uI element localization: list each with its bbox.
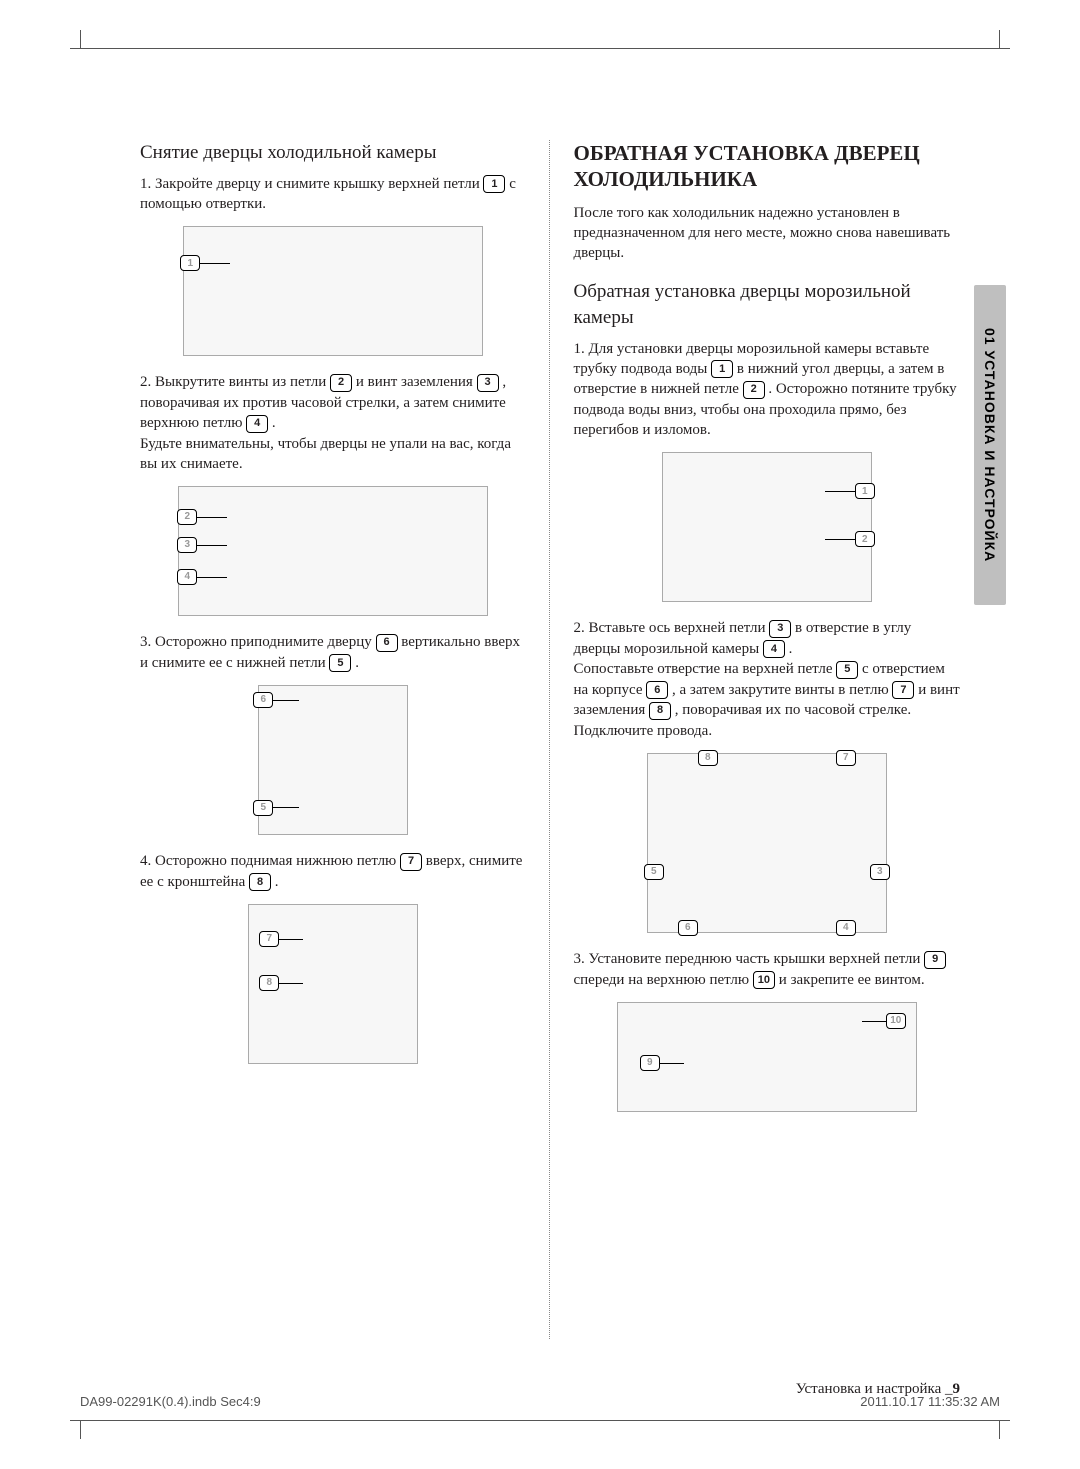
callout-5: 5	[836, 661, 858, 679]
step-text: .	[789, 641, 793, 657]
right-main-heading: ОБРАТНАЯ УСТАНОВКА ДВЕРЕЦ ХОЛОДИЛЬНИКА	[574, 140, 961, 193]
callout-10: 10	[753, 971, 775, 989]
fig-callout: 3	[870, 864, 890, 880]
step-text: и винт заземления	[356, 374, 477, 390]
right-figure-1: 1 2	[574, 452, 961, 602]
step-number: 3.	[140, 634, 151, 650]
step-text: Установите переднюю часть крышки верхней…	[589, 951, 925, 967]
right-step-1: 1. Для установки дверцы морозильной каме…	[574, 339, 961, 441]
callout-2: 2	[330, 374, 352, 392]
left-heading: Снятие дверцы холодильной камеры	[140, 140, 527, 166]
left-step-1: 1. Закройте дверцу и снимите крышку верх…	[140, 174, 527, 215]
step-text: Закройте дверцу и снимите крышку верхней…	[155, 176, 483, 192]
step-number: 1.	[140, 176, 151, 192]
fig-callout: 7	[259, 931, 279, 947]
callout-4: 4	[246, 415, 268, 433]
fig-callout: 7	[836, 750, 856, 766]
callout-2: 2	[743, 381, 765, 399]
fig-callout: 1	[855, 483, 875, 499]
fig-callout: 4	[836, 920, 856, 936]
step-text: Вставьте ось верхней петли	[589, 620, 770, 636]
step-text: Осторожно поднимая нижнюю петлю	[155, 853, 400, 869]
step-number: 2.	[140, 374, 151, 390]
step-text: Осторожно приподнимите дверцу	[155, 634, 376, 650]
callout-6: 6	[646, 681, 668, 699]
fig-callout: 9	[640, 1055, 660, 1071]
callout-6: 6	[376, 634, 398, 652]
fig-callout: 8	[259, 975, 279, 991]
callout-8: 8	[649, 702, 671, 720]
step-text: Подключите провода.	[574, 721, 961, 741]
fig-callout: 5	[253, 800, 273, 816]
callout-5: 5	[329, 654, 351, 672]
left-step-2: 2. Выкрутите винты из петли 2 и винт заз…	[140, 372, 527, 474]
callout-8: 8	[249, 873, 271, 891]
left-column: Снятие дверцы холодильной камеры 1. Закр…	[140, 140, 550, 1339]
fig-callout: 4	[177, 569, 197, 585]
step-text: , а затем закрутите винты в петлю	[672, 682, 892, 698]
fig-callout: 5	[644, 864, 664, 880]
right-step-2: 2. Вставьте ось верхней петли 3 в отверс…	[574, 618, 961, 741]
left-step-4: 4. Осторожно поднимая нижнюю петлю 7 вве…	[140, 851, 527, 892]
right-figure-2: 8 7 5 3 6 4	[574, 753, 961, 933]
right-step-3: 3. Установите переднюю часть крышки верх…	[574, 949, 961, 990]
fig-callout: 1	[180, 255, 200, 271]
left-figure-4: 7 8	[140, 904, 527, 1064]
callout-1: 1	[711, 360, 733, 378]
step-text: .	[272, 415, 276, 431]
step-number: 3.	[574, 951, 585, 967]
fig-callout: 2	[855, 531, 875, 547]
print-footer: DA99-02291K(0.4).indb Sec4:9 2011.10.17 …	[80, 1394, 1000, 1409]
callout-7: 7	[400, 853, 422, 871]
step-text: и закрепите ее винтом.	[779, 972, 925, 988]
right-column: ОБРАТНАЯ УСТАНОВКА ДВЕРЕЦ ХОЛОДИЛЬНИКА П…	[572, 140, 961, 1339]
callout-1: 1	[483, 175, 505, 193]
side-tab-label: 01 УСТАНОВКА И НАСТРОЙКА	[982, 328, 998, 562]
step-number: 4.	[140, 853, 151, 869]
page-content: Снятие дверцы холодильной камеры 1. Закр…	[140, 140, 960, 1339]
left-figure-1: 1	[140, 226, 527, 356]
callout-4: 4	[763, 640, 785, 658]
callout-9: 9	[924, 951, 946, 969]
crop-marks-top	[0, 30, 1080, 70]
right-intro: После того как холодильник надежно устан…	[574, 203, 961, 264]
step-text: , поворачивая их по часовой стрелке.	[675, 702, 911, 718]
fig-callout: 6	[678, 920, 698, 936]
print-file: DA99-02291K(0.4).indb Sec4:9	[80, 1394, 261, 1409]
left-figure-3: 6 5	[140, 685, 527, 835]
fig-callout: 2	[177, 509, 197, 525]
fig-callout: 10	[886, 1013, 906, 1029]
fig-callout: 6	[253, 692, 273, 708]
callout-3: 3	[769, 620, 791, 638]
step-text: .	[275, 874, 279, 890]
step-number: 2.	[574, 620, 585, 636]
side-tab: 01 УСТАНОВКА И НАСТРОЙКА	[974, 285, 1006, 605]
step-text: Сопоставьте отверстие на верхней петле	[574, 661, 837, 677]
step-note: Будьте внимательны, чтобы дверцы не упал…	[140, 434, 527, 475]
step-text: спереди на верхнюю петлю	[574, 972, 753, 988]
step-number: 1.	[574, 341, 585, 357]
step-text: Выкрутите винты из петли	[155, 374, 330, 390]
fig-callout: 8	[698, 750, 718, 766]
left-figure-2: 2 3 4	[140, 486, 527, 616]
print-time: 2011.10.17 11:35:32 AM	[860, 1394, 1000, 1409]
right-figure-3: 9 10	[574, 1002, 961, 1112]
fig-callout: 3	[177, 537, 197, 553]
right-sub-heading: Обратная установка дверцы морозильной ка…	[574, 279, 961, 330]
callout-3: 3	[477, 374, 499, 392]
left-step-3: 3. Осторожно приподнимите дверцу 6 верти…	[140, 632, 527, 673]
callout-7: 7	[892, 681, 914, 699]
step-text: .	[355, 655, 359, 671]
